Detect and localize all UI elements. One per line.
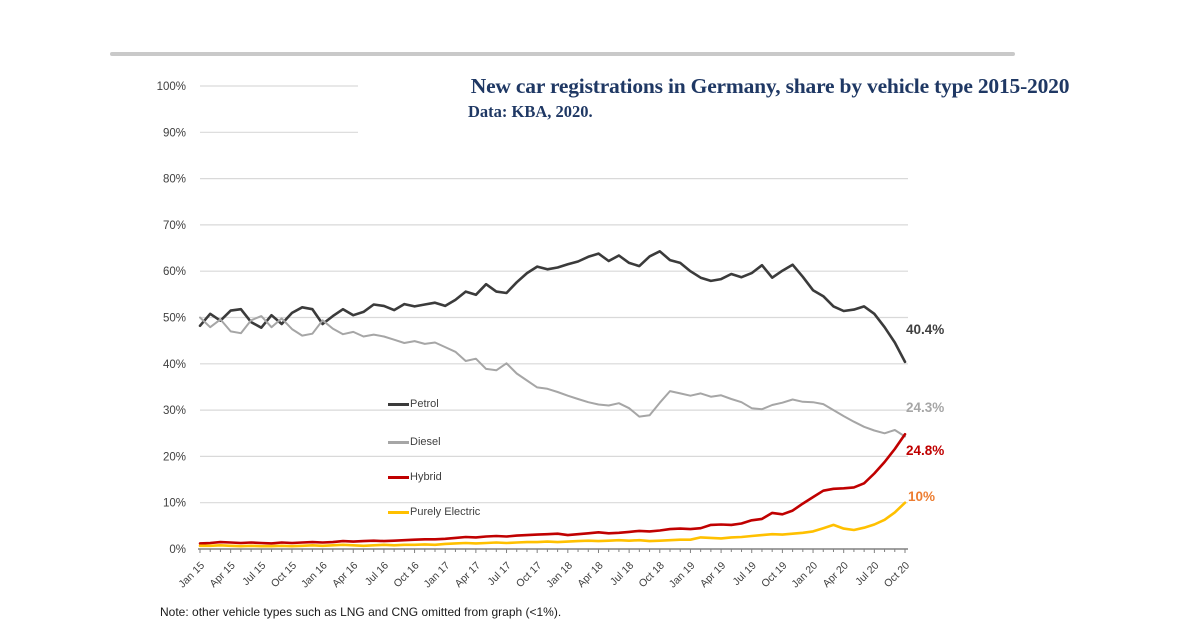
svg-text:Apr 18: Apr 18 xyxy=(575,560,605,590)
hybrid-line-swatch-icon xyxy=(388,475,409,479)
series-line-purely-electric xyxy=(198,501,907,548)
svg-text:90%: 90% xyxy=(163,127,186,139)
x-axis-labels: Jan 15 Apr 15 Jul 15 Oct 15 Jan 16 Apr 16 Jul … xyxy=(176,560,912,591)
svg-text:Oct 20: Oct 20 xyxy=(882,560,912,590)
svg-text:Apr 15: Apr 15 xyxy=(207,560,237,590)
svg-text:Jul 16: Jul 16 xyxy=(363,560,391,588)
series-line-diesel xyxy=(199,315,906,438)
svg-text:Apr 19: Apr 19 xyxy=(698,560,728,590)
svg-text:Apr 16: Apr 16 xyxy=(330,560,360,590)
svg-text:Jul 20: Jul 20 xyxy=(853,560,881,588)
legend-label-diesel: Diesel xyxy=(410,436,441,448)
svg-text:Jul 19: Jul 19 xyxy=(731,560,759,588)
x-axis xyxy=(198,548,908,553)
svg-text:Jan 17: Jan 17 xyxy=(422,560,453,591)
end-label-petrol: 40.4% xyxy=(906,322,945,337)
svg-text:Jan 18: Jan 18 xyxy=(544,560,575,591)
page-subtitle: Data: KBA, 2020. xyxy=(468,102,593,121)
svg-text:100%: 100% xyxy=(157,81,186,93)
svg-text:0%: 0% xyxy=(169,544,186,556)
svg-text:70%: 70% xyxy=(163,220,186,232)
svg-text:Apr 17: Apr 17 xyxy=(453,560,483,590)
svg-text:Oct 17: Oct 17 xyxy=(514,560,544,590)
gridlines xyxy=(200,85,908,504)
series-line-hybrid xyxy=(198,432,907,545)
legend-item-purely-electric: Purely Electric xyxy=(388,506,480,518)
svg-text:Jan 19: Jan 19 xyxy=(667,560,698,591)
svg-text:50%: 50% xyxy=(163,313,186,325)
y-axis-labels: 0% 10% 20% 30% 40% 50% 60% 70% 80% 90% 100% xyxy=(157,81,186,556)
svg-text:80%: 80% xyxy=(163,174,186,186)
svg-text:Jan 15: Jan 15 xyxy=(176,560,207,591)
svg-text:20%: 20% xyxy=(163,451,186,463)
svg-text:Jul 15: Jul 15 xyxy=(240,560,268,588)
legend-item-diesel: Diesel xyxy=(388,436,441,448)
legend-label-petrol: Petrol xyxy=(410,398,439,410)
page-title: New car registrations in Germany, share … xyxy=(470,74,1070,98)
petrol-line-swatch-icon xyxy=(388,402,409,406)
series-line-petrol xyxy=(198,250,907,364)
svg-text:Oct 19: Oct 19 xyxy=(759,560,789,590)
svg-text:10%: 10% xyxy=(163,498,186,510)
svg-text:Jan 20: Jan 20 xyxy=(789,560,820,591)
top-divider xyxy=(110,52,1015,56)
svg-text:Jul 18: Jul 18 xyxy=(608,560,636,588)
legend-label-hybrid: Hybrid xyxy=(410,471,442,483)
end-label-hybrid: 24.8% xyxy=(906,443,945,458)
svg-text:Jul 17: Jul 17 xyxy=(485,560,513,588)
svg-text:Oct 16: Oct 16 xyxy=(391,560,421,590)
end-label-diesel: 24.3% xyxy=(906,400,945,415)
svg-text:60%: 60% xyxy=(163,266,186,278)
note-text: Note: other vehicle types such as LNG an… xyxy=(160,605,562,619)
svg-text:Oct 15: Oct 15 xyxy=(269,560,299,590)
purely-electric-line-swatch-icon xyxy=(388,510,409,514)
svg-text:Oct 18: Oct 18 xyxy=(637,560,667,590)
svg-text:30%: 30% xyxy=(163,405,186,417)
svg-text:Apr 20: Apr 20 xyxy=(820,560,850,590)
svg-text:Jan 16: Jan 16 xyxy=(299,560,330,591)
legend-label-purely-electric: Purely Electric xyxy=(410,506,481,518)
legend-item-petrol: Petrol xyxy=(388,398,439,410)
series-lines xyxy=(198,250,907,548)
legend-item-hybrid: Hybrid xyxy=(388,471,442,483)
diesel-line-swatch-icon xyxy=(388,440,409,444)
svg-text:40%: 40% xyxy=(163,359,186,371)
end-label-purely-electric: 10% xyxy=(908,489,936,504)
